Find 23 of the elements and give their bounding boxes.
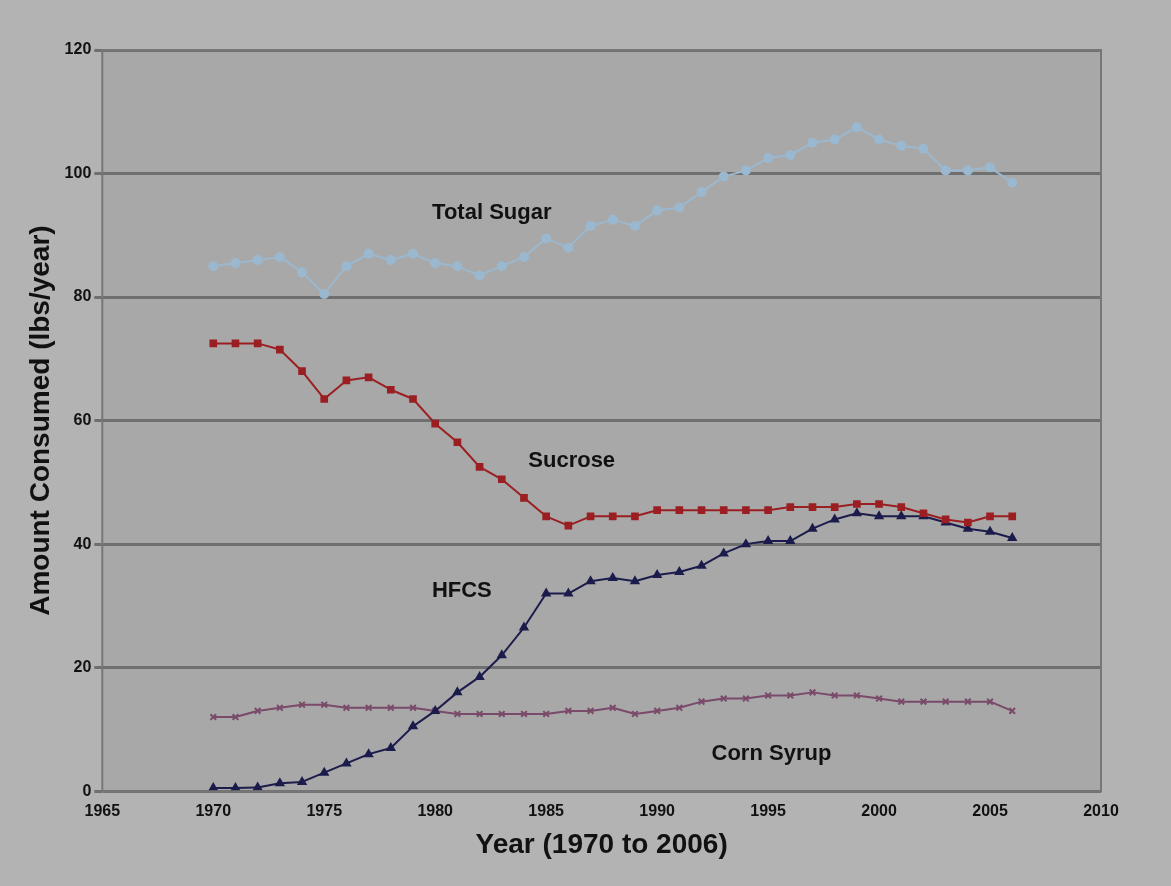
x-axis-title: Year (1970 to 2006) — [475, 827, 728, 859]
x-tick-label: 1985 — [528, 802, 565, 820]
x-tick-label: 1965 — [84, 802, 121, 820]
x-tick-label: 2000 — [861, 802, 897, 820]
y-tick-label: 60 — [73, 411, 92, 429]
y-tick-label: 0 — [82, 781, 92, 799]
y-tick-label: 20 — [73, 658, 92, 676]
x-tick-label: 1990 — [639, 802, 676, 820]
y-tick-label: 40 — [73, 534, 92, 552]
y-tick-label: 100 — [64, 163, 92, 181]
series-label: Sucrose — [528, 447, 616, 473]
x-tick-label: 1995 — [750, 802, 786, 820]
x-tick-label: 2010 — [1083, 802, 1119, 820]
x-tick-label: 2005 — [972, 802, 1008, 820]
series-label: HFCS — [431, 577, 492, 603]
series-label: Corn Syrup — [711, 740, 832, 766]
x-tick-label: 1975 — [306, 802, 343, 820]
x-tick-label: 1980 — [417, 802, 454, 820]
series-label: Total Sugar — [432, 199, 552, 225]
y-axis-title: Amount Consumed (lbs/year) — [23, 225, 55, 616]
x-tick-label: 1970 — [195, 802, 232, 820]
y-tick-label: 120 — [64, 40, 92, 58]
y-tick-label: 80 — [73, 287, 92, 305]
